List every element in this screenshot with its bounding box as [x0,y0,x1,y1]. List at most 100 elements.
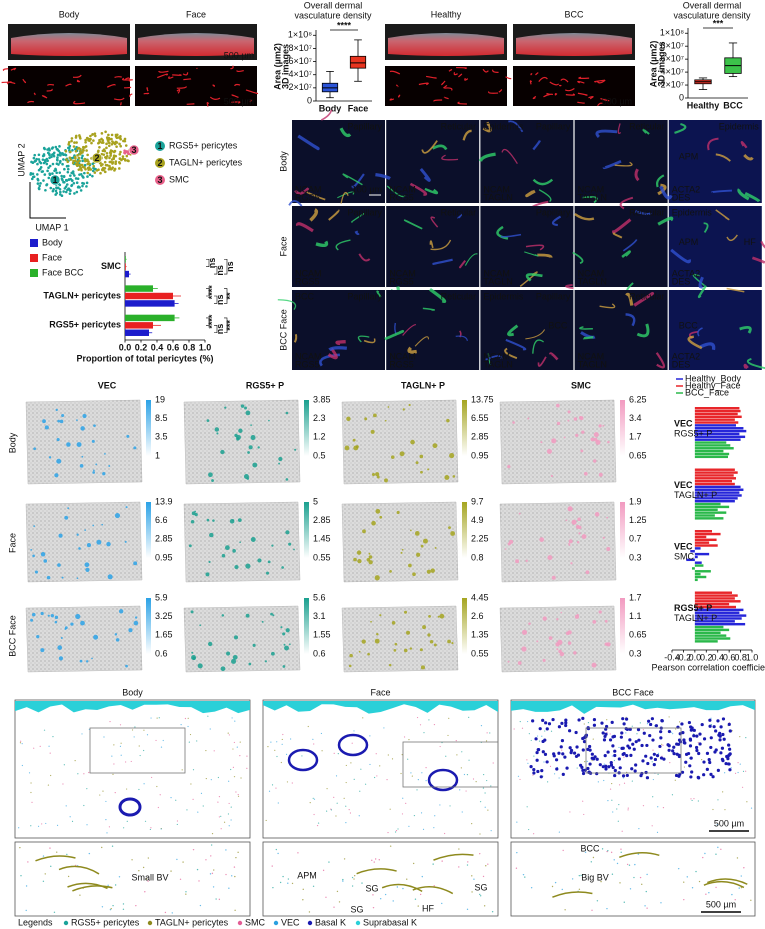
expression-spot [373,413,377,418]
cell-dot [536,735,539,737]
tumor-dot [541,718,545,722]
cell-dot [740,886,743,889]
cell-dot [158,717,160,719]
expression-spot [84,562,90,568]
cell-dot [275,787,277,789]
expression-spot [590,437,595,442]
vessel [114,76,122,79]
cell-dot [428,719,430,721]
stain [739,325,752,334]
expression-spot [82,413,87,419]
expression-spot [285,628,290,633]
cell-dot [601,848,604,850]
expression-spot [34,570,39,574]
colorbar-tick-label: 5.9 [155,592,168,602]
umap-point [65,158,68,161]
expression-spot [565,631,570,636]
umap-point [74,156,77,160]
expression-spot [560,611,563,614]
tumor-dot [564,723,568,728]
cell-dot [369,763,371,766]
tumor-dot [604,767,608,771]
expression-spot [428,614,431,618]
expression-spot [80,426,85,431]
umap-point [77,185,80,188]
colorbar-tick-label: 13.75 [471,394,494,404]
cell-dot [20,740,22,742]
vessel [172,73,182,76]
colorbar-tick-label: 1.2 [313,432,326,442]
tumor-dot [719,725,723,729]
bar [125,322,153,329]
umap-point [99,171,102,175]
cell-dot [280,761,282,764]
tumor-dot [659,756,664,760]
cell-dot [459,789,461,791]
cell-dot [138,870,140,872]
tumor-dot [554,758,559,762]
cell-dot [580,874,582,877]
umap-point [113,142,117,146]
cell-dot [736,857,739,859]
cell-dot [309,802,311,804]
tumor-dot [628,727,632,731]
expression-spot [577,517,581,521]
expression-spot [567,506,573,512]
marker-label: RGS5 [295,359,320,369]
cell-dot [114,791,116,794]
cell-dot [734,899,736,901]
cell-dot [670,731,673,733]
expression-spot [390,455,395,459]
x-tick-label: 1.0 [199,342,212,352]
expression-spot [191,654,197,660]
tumor-dot [639,774,643,778]
colorbar-tick-label: 13.9 [155,496,173,506]
umap-point [104,130,107,134]
tumor-dot [547,722,552,726]
colorbar-tick-label: 19 [155,394,165,404]
cell-dot [466,908,469,911]
bar [125,263,126,270]
panel-title: BCC [564,9,584,19]
stain [743,363,749,370]
cell-dot [99,794,101,796]
umap-point [58,183,62,187]
expression-spot [76,533,79,536]
cell-dot [651,761,653,763]
bar [694,614,747,617]
expression-spot [58,656,64,661]
cell-dot [43,729,46,731]
stain [335,239,351,251]
expression-spot [40,648,45,653]
cell-dot [113,763,115,765]
expression-spot [437,615,440,618]
cell-dot [425,780,427,782]
tumor-dot [582,740,587,744]
cell-dot [468,759,470,761]
stain [551,215,562,227]
row-label: BCC Face [7,615,17,657]
stain [707,137,719,151]
cell-dot [205,749,207,752]
vessel-outline [619,852,660,859]
expression-spot [415,461,419,465]
umap-point [118,157,122,160]
tumor-dot [539,775,543,779]
region-tag: HF [744,237,756,247]
expression-spot [220,449,225,455]
cell-dot [210,844,213,846]
cell-dot [101,846,103,849]
stain [507,324,519,337]
stain [441,154,459,161]
legend-dot [147,920,153,926]
legend-dot [237,920,243,926]
bar [694,622,746,626]
cell-dot [353,778,355,780]
expression-spot [606,516,609,519]
expression-spot [252,462,258,468]
chart-title: Overall dermal [304,0,363,10]
cell-dot [369,735,371,737]
stain [424,187,439,195]
umap-point [31,161,35,164]
vessel [124,77,131,82]
